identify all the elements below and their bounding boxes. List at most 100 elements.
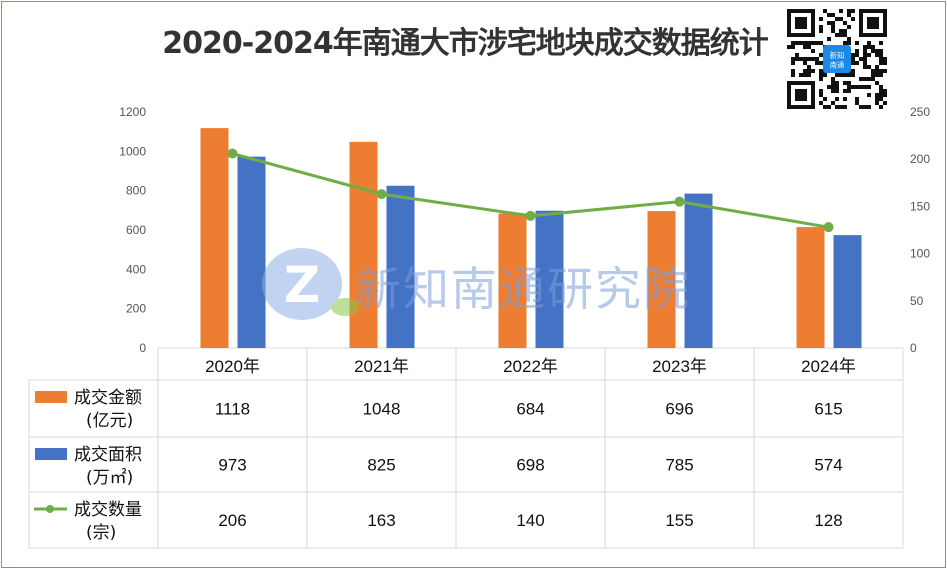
qr-module — [855, 53, 859, 57]
qr-module — [839, 9, 843, 13]
y-right-tick-label: 50 — [910, 294, 924, 308]
qr-module — [839, 105, 843, 109]
qr-module — [867, 45, 871, 49]
table-cell: 1118 — [215, 400, 250, 419]
bar-amount — [498, 213, 527, 348]
qr-module — [843, 89, 847, 93]
qr-module — [831, 89, 835, 93]
qr-module — [839, 73, 843, 77]
table-cell: 825 — [367, 456, 395, 475]
qr-module — [851, 61, 855, 65]
qr-module — [835, 17, 839, 21]
qr-module — [831, 21, 835, 25]
table-cell: 140 — [516, 511, 544, 530]
table-cell: 128 — [814, 511, 842, 530]
qr-module — [883, 93, 887, 97]
table-cell: 698 — [516, 456, 544, 475]
qr-module — [831, 25, 835, 29]
legend-unit: (万㎡) — [86, 468, 133, 488]
legend-marker — [46, 505, 54, 513]
qr-module — [787, 45, 791, 49]
point-count — [674, 196, 685, 207]
qr-module — [835, 85, 839, 89]
qr-module — [843, 73, 847, 77]
qr-module — [875, 53, 879, 57]
legend-label: 成交面积 — [74, 445, 142, 465]
qr-module — [799, 57, 803, 61]
qr-module — [835, 81, 839, 85]
qr-module — [819, 77, 823, 81]
qr-module — [847, 81, 851, 85]
qr-module — [843, 105, 847, 109]
qr-module — [863, 105, 867, 109]
table-cell: 684 — [516, 400, 544, 419]
qr-module — [879, 53, 883, 57]
qr-module — [819, 93, 823, 97]
legend-unit: (亿元) — [86, 411, 133, 431]
qr-module — [815, 41, 819, 45]
qr-module — [823, 105, 827, 109]
qr-module — [855, 49, 859, 53]
table-cell: 155 — [665, 511, 693, 530]
point-count — [525, 210, 536, 221]
qr-module — [851, 73, 855, 77]
qr-module — [859, 57, 863, 61]
table-cell: 785 — [665, 456, 693, 475]
bar-area — [833, 235, 862, 348]
qr-module — [827, 37, 831, 41]
qr-module — [835, 105, 839, 109]
qr-module — [791, 73, 795, 77]
qr-module — [847, 13, 851, 17]
qr-module — [835, 33, 839, 37]
qr-module — [871, 69, 875, 73]
qr-module — [807, 45, 811, 49]
qr-module — [855, 97, 859, 101]
qr-module — [883, 101, 887, 105]
qr-module — [819, 17, 823, 21]
qr-module — [871, 73, 875, 77]
qr-module — [803, 69, 807, 73]
qr-module — [879, 41, 883, 45]
qr-module — [807, 65, 811, 69]
qr-logo-text: 新知 — [830, 51, 844, 60]
qr-module — [875, 73, 879, 77]
qr-module — [827, 21, 831, 25]
y-right-tick-label: 150 — [910, 199, 930, 213]
y-left-tick-label: 400 — [126, 262, 146, 276]
x-tick-label: 2021年 — [354, 357, 409, 376]
table-cell: 1048 — [363, 400, 401, 419]
qr-module — [847, 9, 851, 13]
bar-amount — [796, 227, 825, 348]
qr-module — [807, 57, 811, 61]
watermark-leaf — [331, 298, 359, 316]
qr-module — [839, 17, 843, 21]
qr-module — [843, 21, 847, 25]
qr-module — [831, 29, 835, 33]
qr-module — [803, 73, 807, 77]
qr-module — [843, 29, 847, 33]
qr-module — [843, 81, 847, 85]
qr-module — [831, 77, 835, 81]
qr-module — [823, 97, 827, 101]
qr-module — [791, 69, 795, 73]
qr-finder-center — [795, 89, 807, 101]
watermark-logo — [262, 248, 342, 320]
qr-module — [855, 101, 859, 105]
qr-module — [871, 49, 875, 53]
qr-module — [863, 49, 867, 53]
watermark-text: 新知南通研究院 — [355, 262, 691, 316]
x-tick-label: 2022年 — [503, 357, 558, 376]
qr-module — [827, 85, 831, 89]
y-left-tick-label: 800 — [126, 184, 146, 198]
qr-module — [863, 45, 867, 49]
legend-swatch — [35, 448, 67, 460]
qr-module — [819, 41, 823, 45]
qr-module — [867, 41, 871, 45]
qr-module — [843, 41, 847, 45]
qr-module — [879, 73, 883, 77]
qr-module — [819, 101, 823, 105]
qr-module — [795, 53, 799, 57]
qr-module — [803, 57, 807, 61]
